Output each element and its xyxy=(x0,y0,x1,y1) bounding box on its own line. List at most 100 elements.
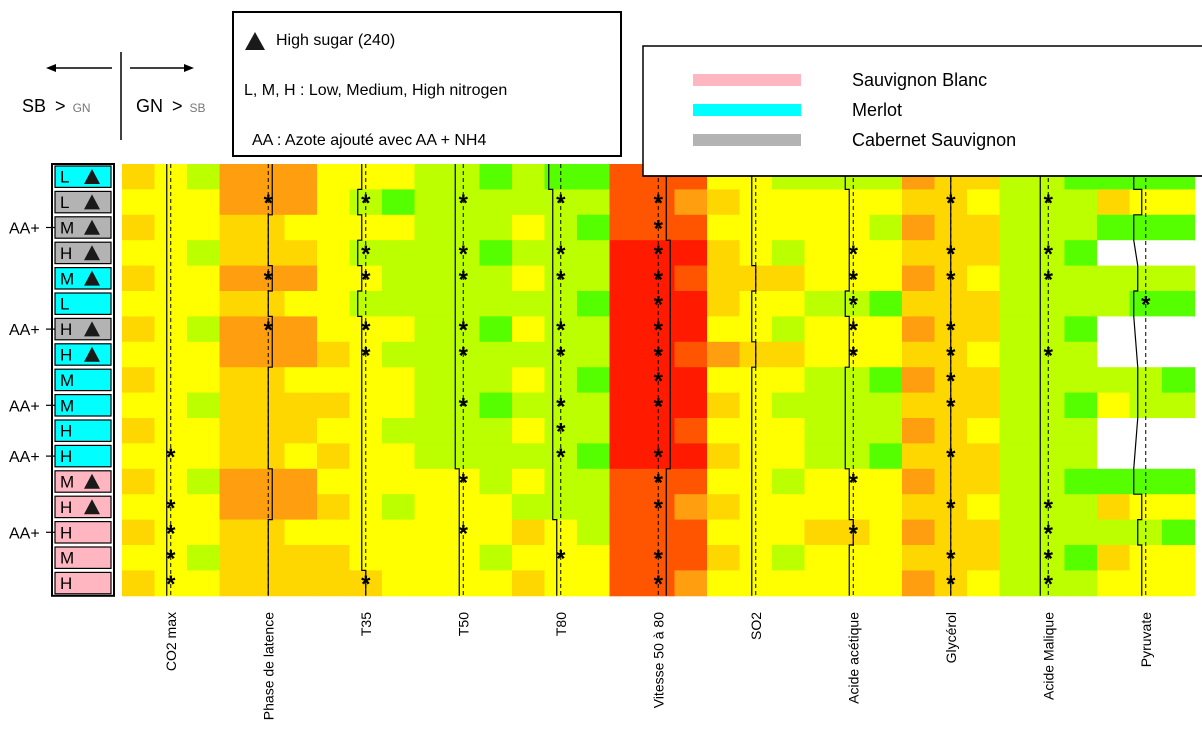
heatmap-cell xyxy=(707,316,740,343)
heatmap-cell xyxy=(1097,494,1130,521)
heatmap-cell xyxy=(967,392,1000,419)
heatmap-cell xyxy=(1097,468,1130,495)
treatment-legend: High sugar (240) L, M, H : Low, Medium, … xyxy=(232,11,622,157)
heatmap-cell xyxy=(967,468,1000,495)
high-sugar-triangle-icon xyxy=(84,270,100,286)
heatmap-cell xyxy=(1097,392,1130,419)
heatmap-cell xyxy=(187,570,220,597)
heatmap-cell xyxy=(1097,570,1130,597)
significance-star: * xyxy=(654,266,664,293)
column-labels: CO2 max Phase de latence T35 T50 T80 Vitesse … xyxy=(163,612,1154,720)
heatmap-cell xyxy=(122,468,155,495)
heatmap-cell xyxy=(1064,545,1098,571)
significance-star: * xyxy=(361,266,371,293)
heatmap-cell xyxy=(219,316,253,343)
heatmap-cell xyxy=(772,392,805,419)
heatmap-cell xyxy=(967,189,1000,216)
row-label-level: H xyxy=(60,244,72,263)
heatmap-cell xyxy=(869,545,903,571)
heatmap-cell xyxy=(1162,519,1195,546)
heatmap-cell xyxy=(609,570,643,597)
significance-star: * xyxy=(1044,571,1054,598)
aa-label: AA : Azote ajouté avec AA + NH4 xyxy=(252,132,486,149)
heatmap-cell xyxy=(577,164,610,190)
row-label-level: H xyxy=(60,498,72,517)
heatmap-cell xyxy=(414,214,448,241)
significance-star: * xyxy=(361,241,371,268)
significance-star: * xyxy=(459,266,469,293)
significance-star: * xyxy=(946,444,956,471)
heatmap-cell xyxy=(122,265,155,292)
heatmap-cell xyxy=(577,265,610,292)
heatmap-cell xyxy=(804,240,838,267)
heatmap-cell xyxy=(869,316,903,343)
heatmap-cell xyxy=(902,240,935,267)
heatmap-cell xyxy=(674,316,708,343)
heatmap-cell xyxy=(317,240,350,267)
heatmap-cell xyxy=(869,468,903,495)
heatmap-cell xyxy=(902,443,935,470)
significance-star: * xyxy=(654,571,664,598)
heatmap-cell xyxy=(577,570,610,597)
heatmap-cell xyxy=(999,189,1033,216)
heatmap-cell xyxy=(707,341,740,368)
heatmap-cell xyxy=(804,291,838,317)
heatmap-cell xyxy=(772,570,805,597)
heatmap-cell xyxy=(512,164,545,190)
heatmap-cell xyxy=(772,468,805,495)
heatmap-cell xyxy=(804,443,838,470)
heatmap-cell xyxy=(1162,189,1195,216)
grape-legend-label: Merlot xyxy=(852,100,902,120)
heatmap-cell xyxy=(382,545,415,571)
heatmap-cell xyxy=(187,367,220,394)
heatmap-cell xyxy=(512,418,545,444)
heatmap-cell xyxy=(382,418,415,444)
heatmap-cell xyxy=(512,291,545,317)
heatmap-cell xyxy=(772,316,805,343)
heatmap-cell xyxy=(414,519,448,546)
significance-star: * xyxy=(361,190,371,217)
column-label: CO2 max xyxy=(163,612,179,671)
heatmap-cell xyxy=(479,570,513,597)
heatmap-cell xyxy=(414,545,448,571)
heatmap-cell xyxy=(479,189,513,216)
heatmap-cell xyxy=(219,443,253,470)
heatmap-cell xyxy=(999,545,1033,571)
significance-star: * xyxy=(654,317,664,344)
heatmap-cell xyxy=(577,468,610,495)
heatmap-cell xyxy=(1064,494,1098,521)
heatmap-cell xyxy=(317,443,350,470)
heatmap-cell xyxy=(869,418,903,444)
significance-star: * xyxy=(264,266,274,293)
heatmap-cell xyxy=(967,367,1000,394)
heatmap-cell xyxy=(479,468,513,495)
column-profile-line xyxy=(665,164,671,596)
heatmap-cell xyxy=(804,570,838,597)
row-label-level: H xyxy=(60,422,72,441)
row-label-box xyxy=(54,368,112,392)
column-label: T35 xyxy=(358,612,374,636)
heatmap-cell xyxy=(414,468,448,495)
row-label-level: L xyxy=(60,193,69,212)
heatmap-cell xyxy=(187,189,220,216)
significance-star: * xyxy=(264,317,274,344)
high-sugar-triangle-icon xyxy=(84,245,100,261)
heatmap-cell xyxy=(999,392,1033,419)
heatmap-cell xyxy=(1162,545,1195,571)
significance-star: * xyxy=(946,571,956,598)
heatmap-cell xyxy=(479,341,513,368)
heatmap-cell xyxy=(414,164,448,190)
heatmap-cell xyxy=(1097,265,1130,292)
heatmap-cell xyxy=(479,214,513,241)
heatmap-cell xyxy=(902,265,935,292)
heatmap-cell xyxy=(609,367,643,394)
significance-star: * xyxy=(849,343,859,370)
heatmap-cell xyxy=(122,316,155,343)
heatmap-cell xyxy=(479,316,513,343)
heatmap-cell xyxy=(382,240,415,267)
significance-star: * xyxy=(166,546,176,573)
heatmap-cell xyxy=(317,418,350,444)
row-label-level: H xyxy=(60,320,72,339)
heatmap-cell xyxy=(512,545,545,571)
right-arrow-head xyxy=(184,64,194,72)
